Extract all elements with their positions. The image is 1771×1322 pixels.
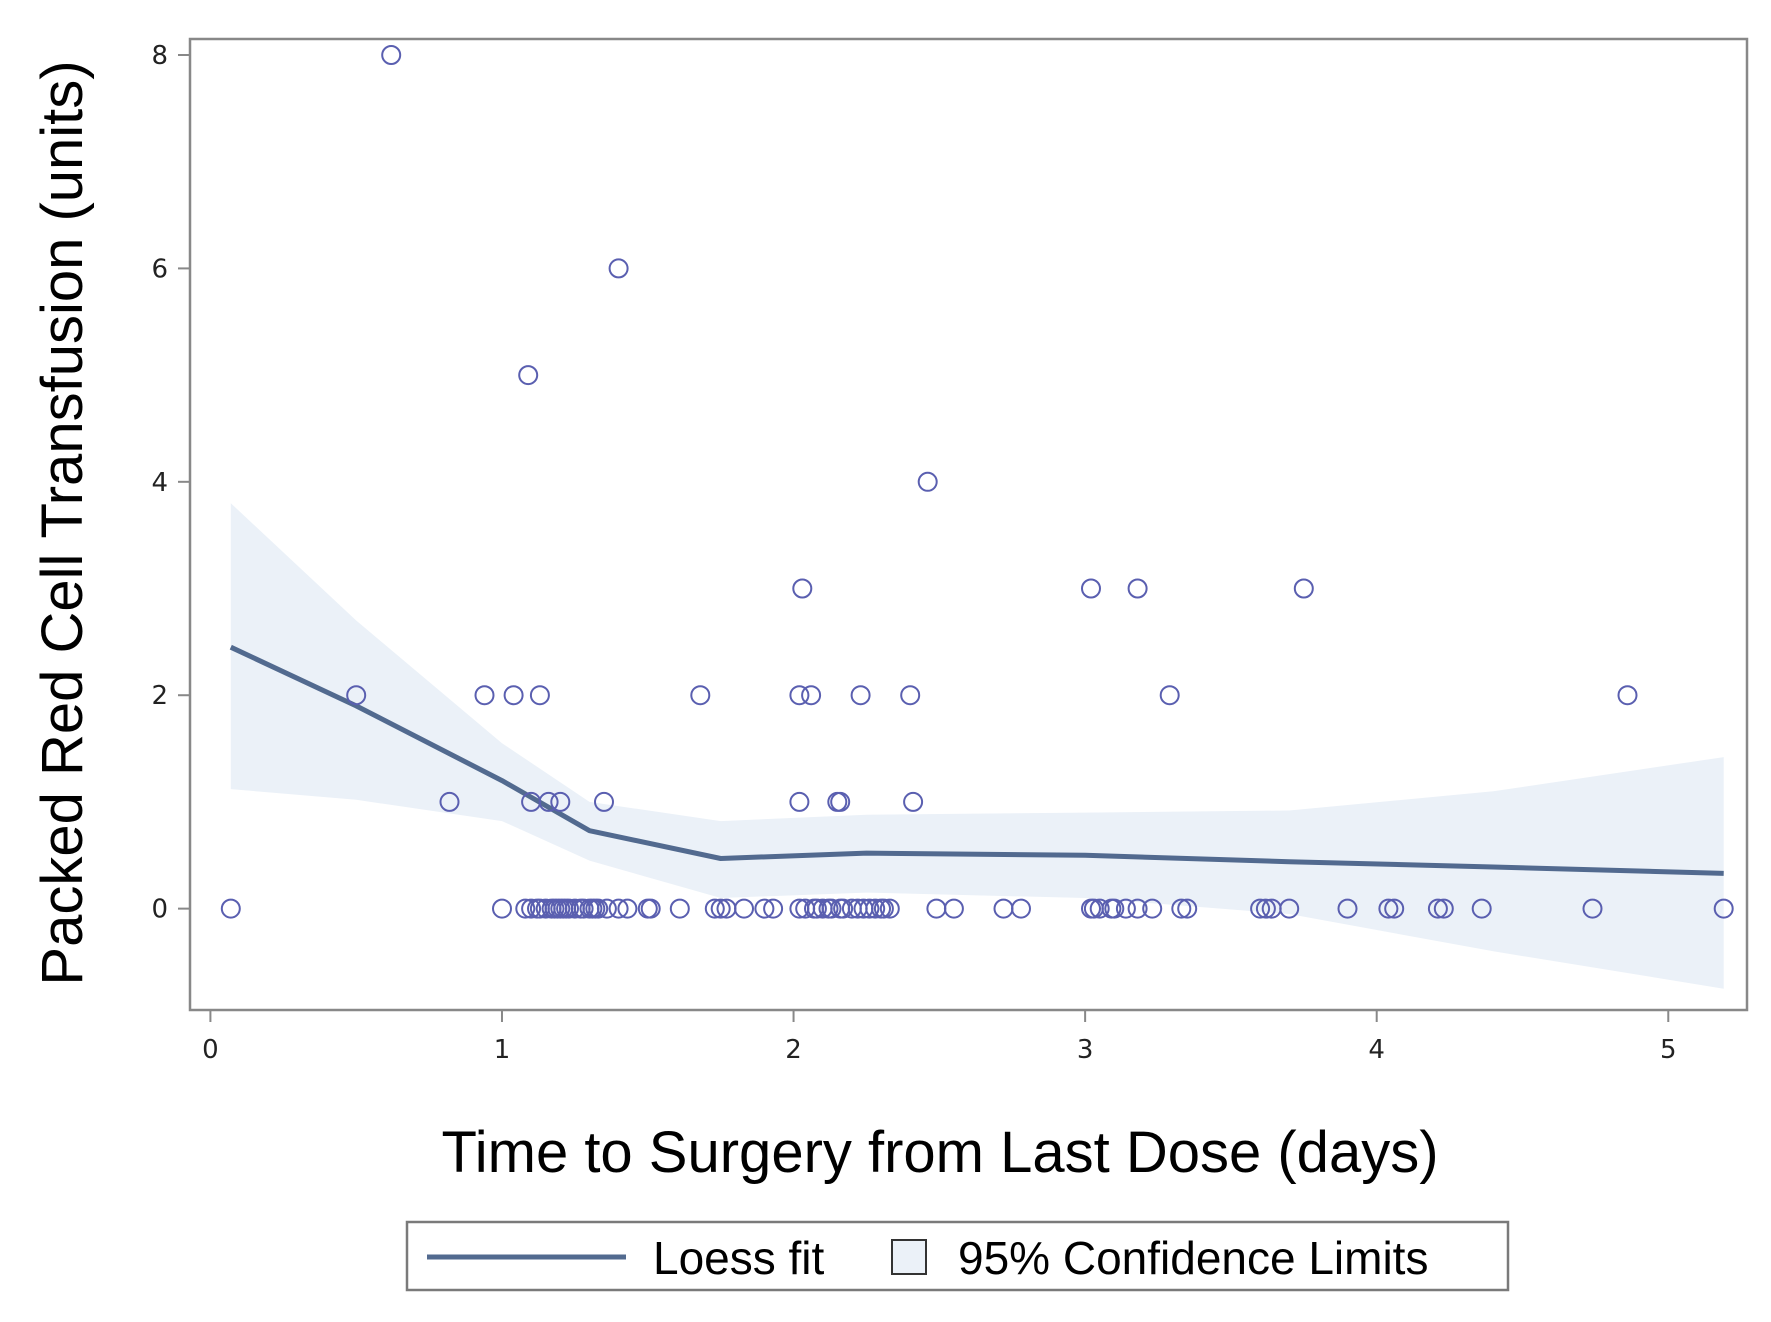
data-point [594,791,614,812]
legend-confidence-swatch [891,1239,927,1275]
data-point [1177,898,1198,919]
data-point [710,898,731,919]
data-point [439,791,460,812]
data-point [617,898,638,919]
legend: Loess fit 95% Confidence Limits [405,1220,1510,1292]
data-point [588,898,609,919]
data-point [538,791,559,812]
confidence-band [230,503,1724,989]
data-point [704,898,725,919]
data-point [789,791,810,812]
data-point [789,685,810,706]
data-point [792,578,813,599]
plot-area [220,45,1734,989]
data-point [503,685,524,706]
data-point [1104,898,1125,919]
data-point [1279,898,1300,919]
data-point [865,898,886,919]
data-point [1617,685,1638,706]
data-point [763,898,784,919]
data-point [1142,898,1163,919]
data-point [1427,898,1448,919]
data-point [1713,898,1734,919]
axes: 0 1 2 3 4 5 0 2 4 6 8 [151,37,1749,1065]
y-tick-label: 4 [151,468,168,498]
data-point [806,898,827,919]
data-point [833,898,854,919]
x-tick-label: 1 [494,1035,511,1065]
data-point [220,898,241,919]
data-point [550,791,571,812]
y-tick-label: 2 [151,681,168,711]
data-point [1089,898,1110,919]
data-point [1127,578,1148,599]
data-point [559,898,579,919]
x-tick-label: 3 [1077,1035,1094,1065]
y-axis-title: Packed Red Cell Transfusion (units) [30,60,95,985]
data-point [850,685,871,706]
data-point [879,898,900,919]
data-point [801,685,822,706]
data-point [518,365,539,386]
data-point [1378,898,1399,919]
x-tick-label: 0 [202,1035,219,1065]
data-point [492,898,512,919]
y-tick-label: 8 [151,41,168,71]
x-axis-title: Time to Surgery from Last Dose (days) [441,1120,1438,1185]
data-point [1115,898,1136,919]
data-point [917,471,938,492]
data-point [873,898,894,919]
data-point [1384,898,1405,919]
data-point [596,898,617,919]
data-point [1250,898,1271,919]
x-tick-label: 5 [1660,1035,1677,1065]
x-tick-label: 4 [1368,1035,1385,1065]
data-point [830,791,851,812]
data-point [1127,898,1148,919]
legend-loess-label: Loess fit [653,1232,825,1284]
data-point [900,685,921,706]
data-point [1081,578,1101,599]
data-point [474,685,495,706]
data-point [859,898,880,919]
data-point [1159,685,1180,706]
data-point [669,898,690,919]
data-point [734,898,754,919]
data-point [573,898,594,919]
legend-confidence-label: 95% Confidence Limits [958,1232,1428,1284]
data-point [1011,898,1031,919]
data-point [943,898,964,919]
data-point [346,685,367,706]
data-point [754,898,775,919]
y-tick-label: 6 [151,254,168,284]
loess-line [229,644,1724,876]
data-point [381,45,402,65]
data-point [1293,578,1314,599]
data-point [521,898,542,919]
data-point [821,898,842,919]
data-point [1582,898,1603,919]
data-point [529,685,550,706]
data-point [903,791,924,812]
data-point [1171,898,1192,919]
data-point [515,898,536,919]
data-point [1337,898,1358,919]
data-point [640,898,661,919]
plot-frame [188,37,1749,1012]
data-point [1471,898,1492,919]
y-tick-label: 0 [151,895,168,925]
data-point [1255,898,1276,919]
x-tick-label: 2 [785,1035,802,1065]
data-point [608,258,629,279]
data-point [690,685,711,706]
data-point [608,898,629,919]
data-point [1433,898,1454,919]
